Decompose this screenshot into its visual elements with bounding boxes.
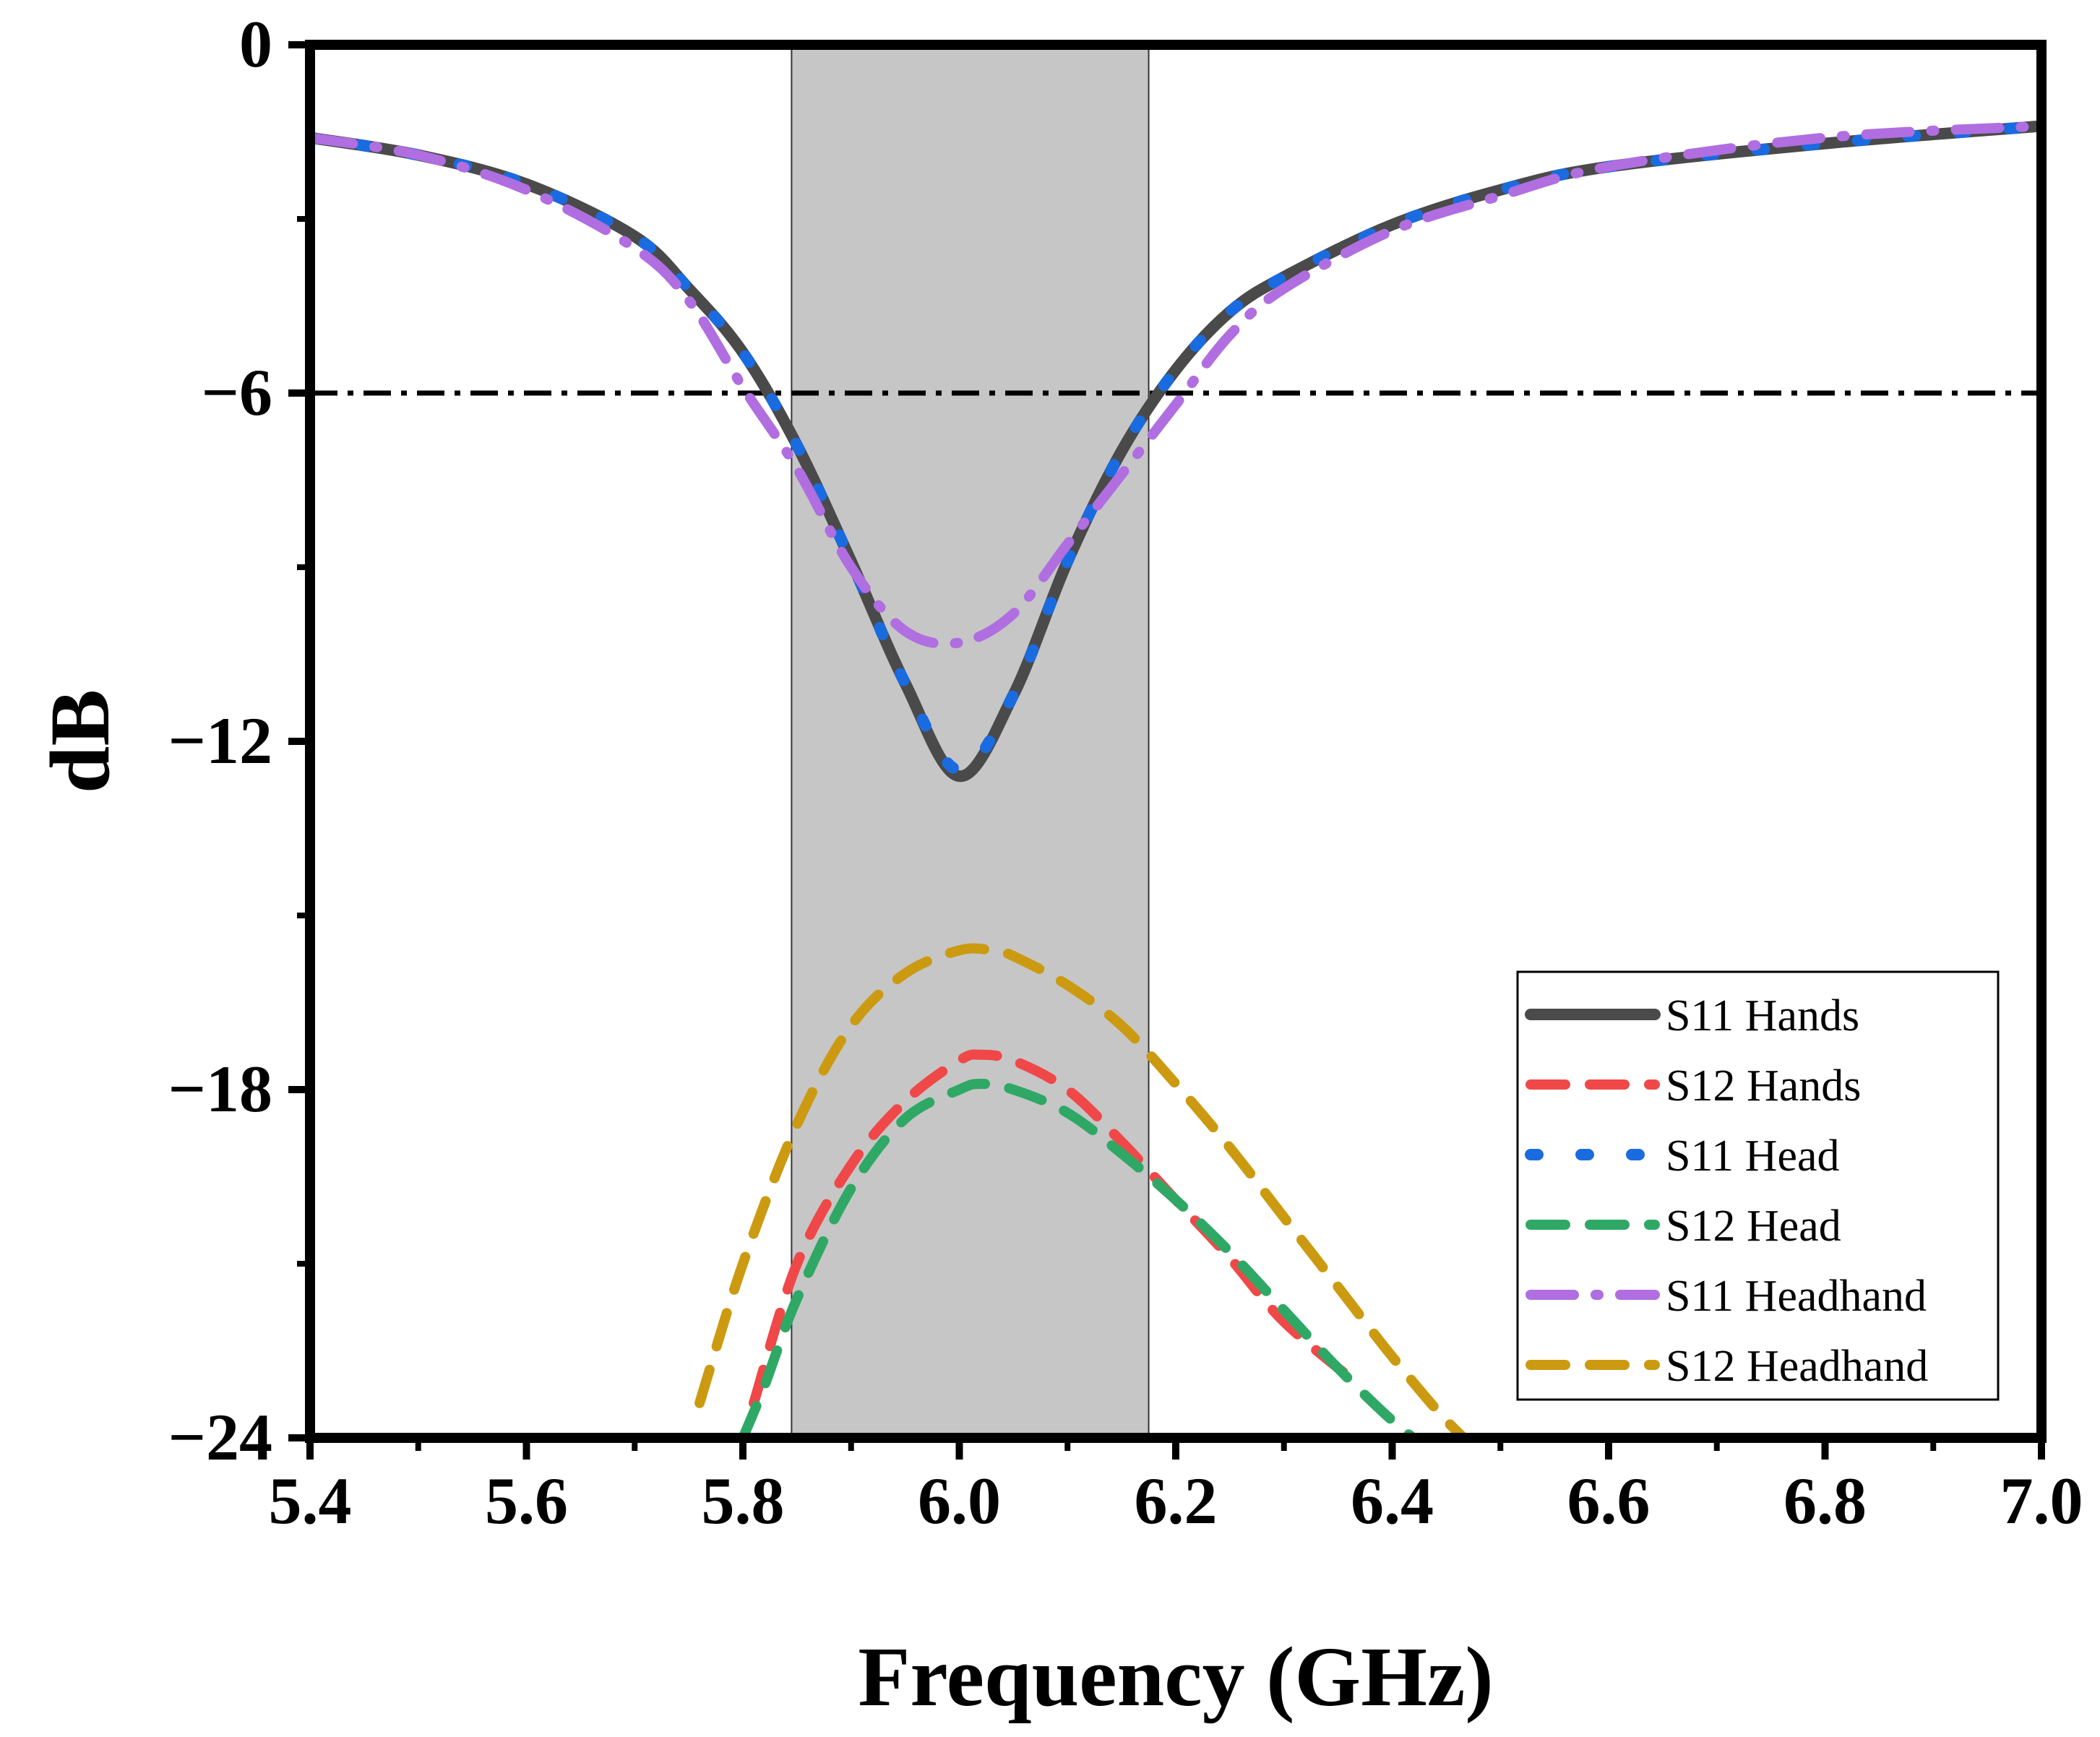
- x-tick-label: 5.6: [485, 1464, 568, 1538]
- shaded-band: [791, 44, 1150, 1439]
- x-tick-label: 7.0: [2000, 1464, 2083, 1538]
- legend: S11 Hands S12 Hands S11 Head S12 Head S11 He…: [1516, 970, 2000, 1401]
- y-tick-label: −18: [168, 1052, 272, 1126]
- legend-label: S11 Headhand: [1666, 1272, 1927, 1321]
- shaded-band-layer: [791, 44, 1150, 1439]
- y-tick-label: −6: [202, 355, 272, 429]
- x-tick-label: 6.8: [1783, 1464, 1867, 1538]
- legend-box: [1516, 970, 2000, 1401]
- y-tick-label: 0: [239, 7, 272, 81]
- legend-label: S12 Head: [1666, 1202, 1841, 1251]
- y-tick-label: −12: [168, 704, 272, 777]
- series-line-s12-headhand: [694, 943, 1471, 1438]
- x-tick-label: 6.6: [1567, 1464, 1651, 1538]
- x-axis-title: Frequency (GHz): [858, 1629, 1493, 1724]
- y-axis-title: dB: [33, 689, 127, 793]
- x-tick-label: 6.0: [918, 1464, 1001, 1538]
- legend-label: S12 Headhand: [1666, 1342, 1928, 1391]
- legend-label: S11 Hands: [1666, 991, 1859, 1040]
- x-tick-label: 5.8: [702, 1464, 785, 1538]
- series-line-s12-hands: [749, 1049, 1365, 1408]
- legend-label: S12 Hands: [1666, 1061, 1861, 1111]
- legend-label: S11 Head: [1666, 1132, 1840, 1181]
- x-tick-label: 5.4: [269, 1464, 352, 1538]
- x-tick-label: 6.2: [1135, 1464, 1218, 1538]
- y-tick-label: −24: [168, 1400, 272, 1474]
- series-line-s12-head: [738, 1079, 1421, 1438]
- x-tick-label: 6.4: [1351, 1464, 1434, 1538]
- series-line-s11-headhand: [310, 121, 2041, 650]
- tick-layer: 5.4 5.6 5.8 6.0 6.2 6.4 6.6 6.8 7.0 0 −6 −12 −18 −24: [168, 7, 2083, 1538]
- series-layer: [310, 120, 2041, 1438]
